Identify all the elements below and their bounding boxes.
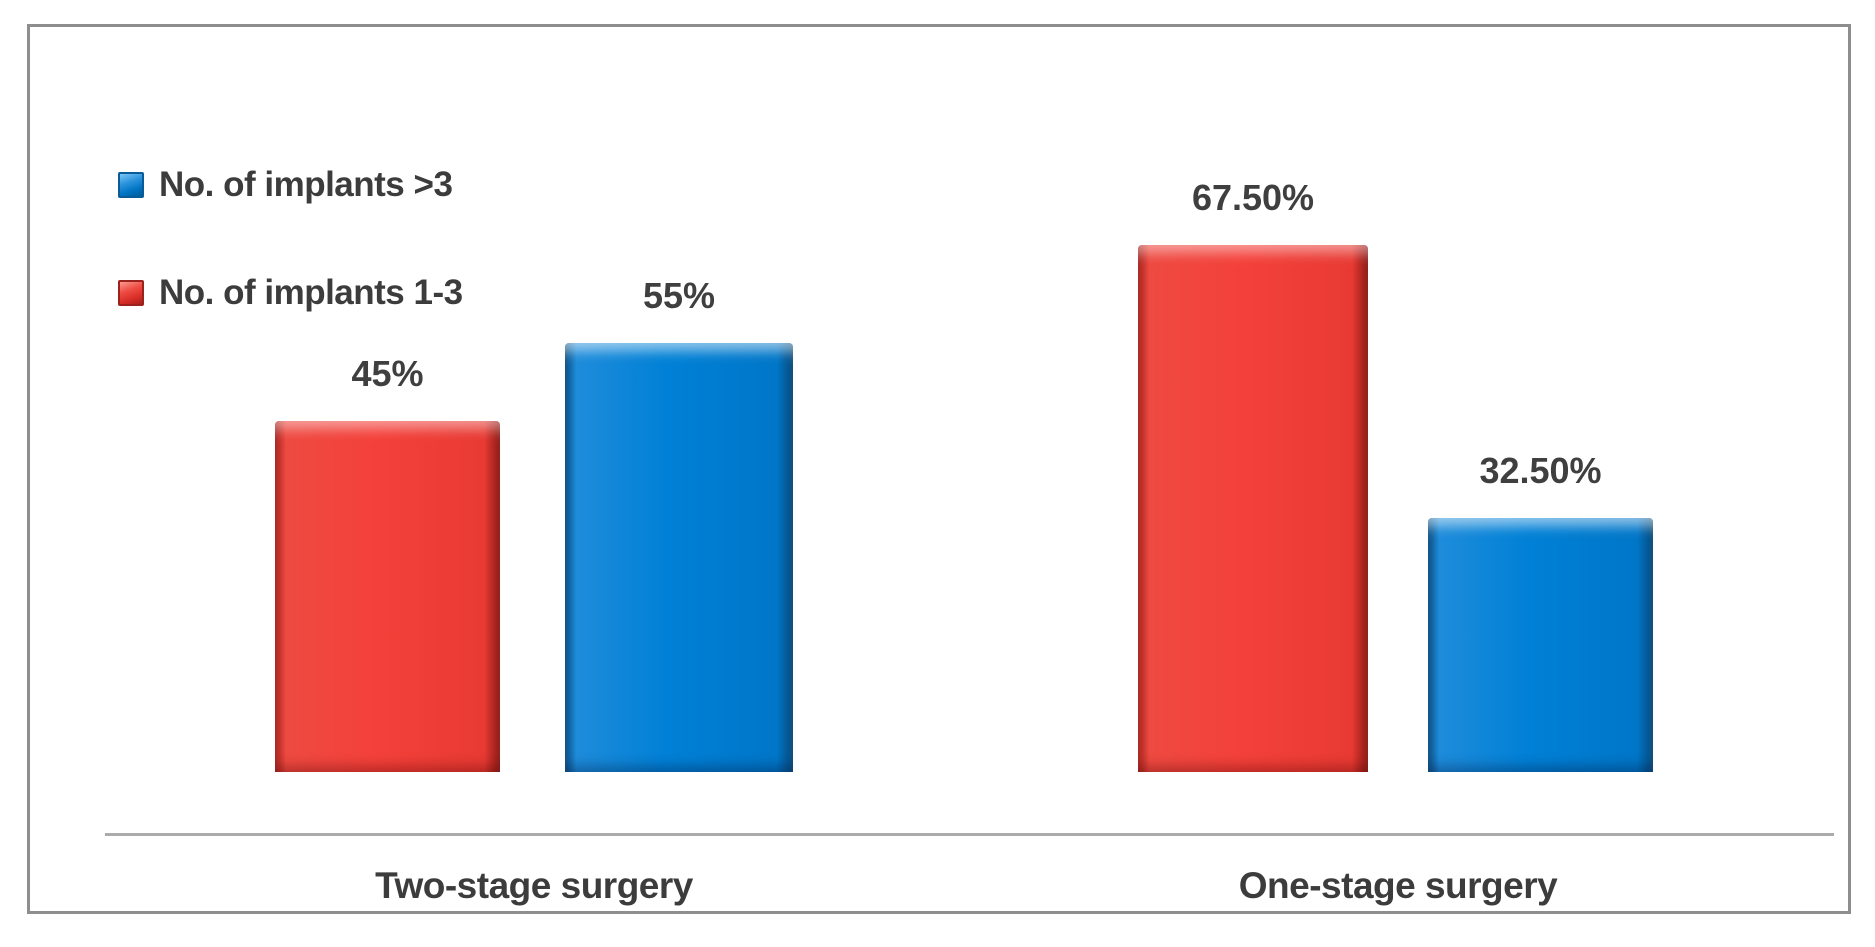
- bar-rect-blue-32-50: [1428, 518, 1653, 772]
- bar-rect-red-67-50: [1138, 245, 1368, 772]
- bar-value-label: 45%: [351, 353, 424, 394]
- bar-rect-red-45: [275, 421, 500, 772]
- bar-group-one-stage-implants-gt3: 32.50%: [1428, 450, 1653, 772]
- legend-label: No. of implants >3: [159, 165, 453, 204]
- legend-label: No. of implants 1-3: [159, 273, 463, 312]
- category-label-one-stage: One-stage surgery: [1238, 865, 1558, 906]
- bar-value-label: 55%: [642, 275, 716, 316]
- bar-group-two-stage-implants-gt3: 55%: [565, 275, 793, 772]
- legend-item-implants-gt3: No. of implants >3: [118, 165, 453, 205]
- category-label-two-stage: Two-stage surgery: [375, 865, 693, 906]
- legend-swatch-blue-icon: [118, 172, 144, 198]
- bar-group-one-stage-implants-1-3: 67.50%: [1138, 177, 1368, 772]
- bar-value-label: 32.50%: [1479, 450, 1602, 491]
- legend-item-implants-1-3: No. of implants 1-3: [118, 273, 463, 313]
- chart-frame: No. of implants >3 No. of implants 1-3 4…: [27, 24, 1851, 914]
- legend-swatch-red-icon: [118, 280, 144, 306]
- bar-rect-blue-55: [565, 343, 793, 772]
- x-axis-line: [105, 833, 1834, 836]
- bar-group-two-stage-implants-1-3: 45%: [275, 353, 500, 772]
- bar-value-label: 67.50%: [1191, 177, 1315, 218]
